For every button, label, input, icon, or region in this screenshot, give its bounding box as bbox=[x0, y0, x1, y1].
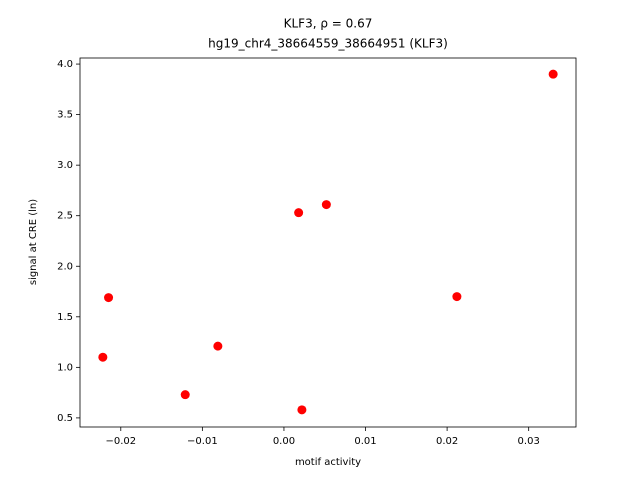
point bbox=[294, 208, 304, 218]
y-tick-label: 1.0 bbox=[57, 362, 73, 373]
x-tick-label: 0.00 bbox=[273, 436, 295, 447]
y-tick-label: 3.0 bbox=[57, 160, 73, 171]
point bbox=[321, 200, 331, 210]
point bbox=[548, 69, 558, 79]
y-tick-label: 2.0 bbox=[57, 261, 73, 272]
y-tick-label: 4.0 bbox=[57, 59, 73, 70]
point bbox=[452, 292, 462, 302]
point bbox=[180, 390, 190, 400]
point bbox=[297, 405, 307, 415]
x-tick-label: 0.02 bbox=[436, 436, 458, 447]
y-tick-label: 1.5 bbox=[57, 312, 73, 323]
point bbox=[98, 352, 108, 362]
chart-subtitle: hg19_chr4_38664559_38664951 (KLF3) bbox=[208, 37, 448, 51]
y-tick-label: 3.5 bbox=[57, 110, 73, 121]
point bbox=[104, 293, 114, 303]
chart-title: KLF3, ρ = 0.67 bbox=[284, 17, 373, 31]
y-tick-label: 0.5 bbox=[57, 413, 73, 424]
y-axis-label: signal at CRE (ln) bbox=[28, 199, 39, 285]
plot-frame bbox=[79, 57, 577, 428]
y-tick-label: 2.5 bbox=[57, 211, 73, 222]
x-tick-label: −0.02 bbox=[105, 436, 136, 447]
point bbox=[213, 341, 223, 351]
x-axis-label: motif activity bbox=[295, 457, 361, 468]
x-tick-label: 0.01 bbox=[354, 436, 376, 447]
x-tick-label: 0.03 bbox=[518, 436, 540, 447]
x-tick-label: −0.01 bbox=[187, 436, 218, 447]
